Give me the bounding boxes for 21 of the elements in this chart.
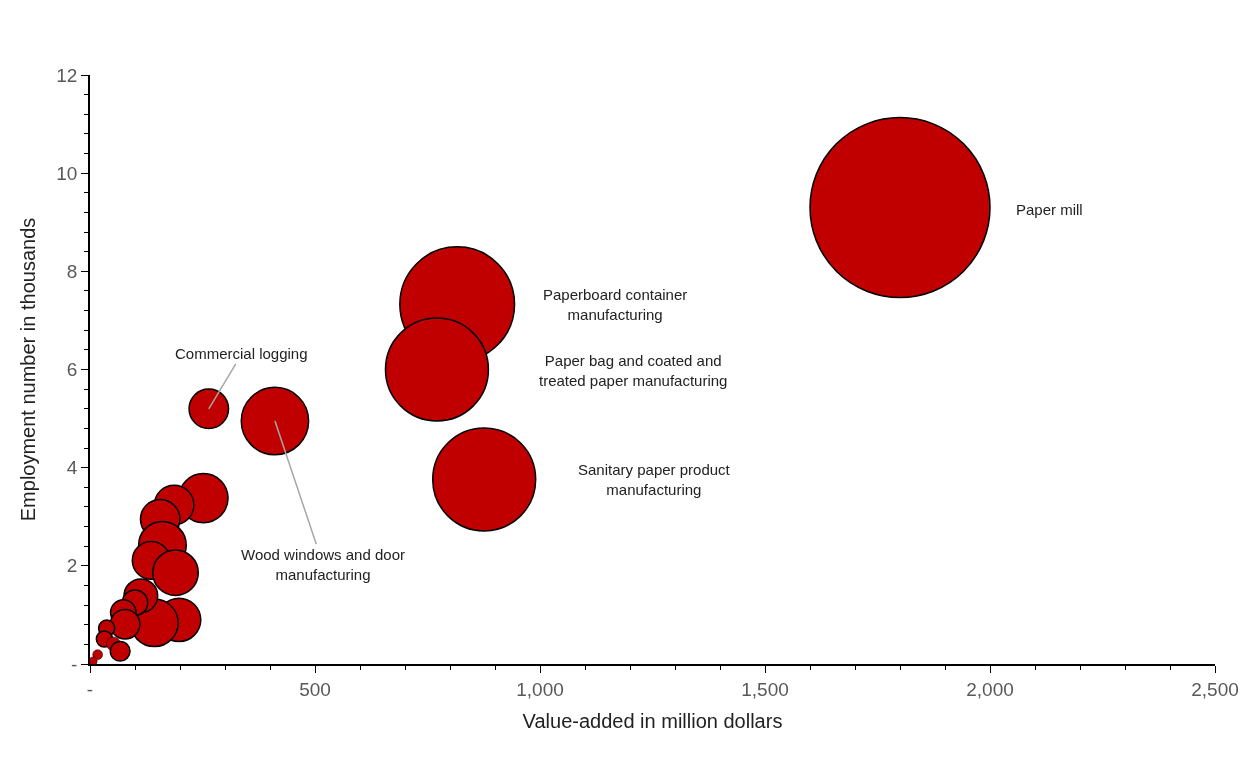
x-tick-label: 1,000: [516, 678, 564, 700]
annotation: Paper bag and coated and treated paper manufacturing: [539, 352, 728, 389]
y-tick-label: 6: [66, 359, 78, 381]
annotation: Wood windows and door manufacturing: [241, 546, 405, 583]
x-tick-label: -: [86, 678, 94, 700]
x-axis-title: Value-added in million dollars: [522, 709, 783, 732]
y-tick-label: 8: [66, 260, 78, 282]
x-tick-label: 1,500: [741, 678, 789, 700]
y-tick-label: 10: [56, 162, 78, 184]
y-tick-label: 4: [66, 457, 78, 479]
annotation: Commercial logging: [175, 345, 308, 362]
annotation: Paper mill: [1016, 201, 1083, 218]
x-tick-label: 2,500: [1191, 678, 1239, 700]
y-tick-label: 12: [56, 64, 78, 86]
annotation: Sanitary paper product manufacturing: [578, 461, 731, 498]
annotation: Paperboard container manufacturing: [543, 286, 688, 323]
y-axis-title: Employment number in thousands: [17, 217, 40, 522]
x-tick-label: 2,000: [966, 678, 1014, 700]
y-tick-label: 2: [66, 555, 78, 577]
y-tick-label: -: [71, 653, 78, 675]
x-tick-label: 500: [299, 678, 331, 700]
